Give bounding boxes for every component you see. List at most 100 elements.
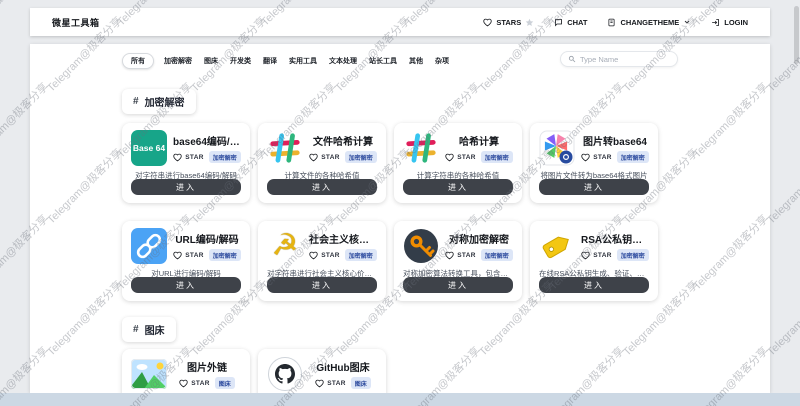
category-badge: 图床	[350, 377, 371, 389]
card-grid: 图片外链STAR图床上传图片并获取外链地址进入GitHub图床STAR图床上传图…	[122, 349, 678, 393]
card-description: 在线RSA公私钥生成、验证、加密和解密	[539, 269, 649, 278]
header-action-change-theme[interactable]: CHANGETHEME	[607, 18, 691, 27]
heart-icon	[581, 153, 590, 161]
star-button[interactable]: STAR	[309, 251, 339, 260]
nav-tab-7[interactable]: 站长工具	[369, 58, 397, 65]
nav-tab-8[interactable]: 其他	[409, 58, 423, 65]
tool-card: Base 64 base64编码/解码 STAR 加密解密对字符串进行base64编码…	[122, 123, 250, 203]
tool-card: 哈希计算 STAR 加密解密 计算字符串的各种哈希值 进入	[394, 123, 522, 203]
chevron-down-icon	[684, 20, 690, 24]
header-action-chat[interactable]: CHAT	[554, 18, 587, 27]
card-title: URL编码/解码	[175, 235, 239, 246]
tool-card: 图片外链STAR图床上传图片并获取外链地址进入	[122, 349, 250, 393]
enter-button[interactable]: 进入	[403, 179, 513, 195]
star-button[interactable]: STAR	[315, 379, 345, 388]
hash-symbol: #	[133, 324, 139, 335]
chat-icon	[555, 18, 563, 26]
login-icon	[712, 18, 720, 26]
image-to-base64-icon	[539, 130, 575, 166]
search-box[interactable]	[560, 51, 678, 67]
star-label: STAR	[593, 251, 612, 259]
heart-icon	[581, 251, 590, 259]
category-badge: 加密解密	[344, 151, 377, 163]
nav-tab-3[interactable]: 开发类	[230, 58, 251, 65]
nav-tab-0[interactable]: 所有	[122, 53, 154, 69]
star-label: STAR	[593, 153, 612, 161]
landscape-photo-icon	[131, 359, 167, 389]
nav-tab-2[interactable]: 图床	[204, 58, 218, 65]
header-action-label: LOGIN	[724, 17, 748, 27]
enter-button[interactable]: 进入	[267, 179, 377, 195]
enter-button[interactable]: 进入	[403, 277, 513, 293]
heart-icon	[445, 153, 454, 161]
enter-button[interactable]: 进入	[131, 179, 241, 195]
hammer-sickle-emblem-icon: ☭	[271, 229, 299, 262]
link-icon	[131, 228, 167, 264]
search-input[interactable]	[580, 54, 670, 64]
star-label: STAR	[321, 251, 340, 259]
tool-card: ☭ 社会主义核心价值观编码 STAR 加密解密对字符串进行社会主义核心价值观编码/解码…	[258, 221, 386, 301]
page-title: 微星工具箱	[52, 17, 100, 28]
enter-button[interactable]: 进入	[267, 277, 377, 293]
section-title: 加密解密	[144, 98, 185, 109]
card-title: 图片转base64	[583, 137, 647, 148]
enter-button[interactable]: 进入	[539, 277, 649, 293]
category-badge: 加密解密	[616, 151, 649, 163]
header-action-login[interactable]: LOGIN	[711, 18, 748, 27]
nav-tab-9[interactable]: 杂项	[435, 58, 449, 65]
header-bar: 微星工具箱 STARS CHAT CHANGETHEME LOGIN	[30, 8, 770, 36]
scrollbar-thumb[interactable]	[794, 6, 799, 64]
category-badge: 加密解密	[344, 249, 377, 261]
section-1: #图床图片外链STAR图床上传图片并获取外链地址进入GitHub图床STAR图床…	[122, 301, 678, 393]
tool-card: GitHub图床STAR图床上传图片到GitHub并获取外链地址进入	[258, 349, 386, 393]
enter-button[interactable]: 进入	[131, 277, 241, 293]
category-badge: 加密解密	[480, 151, 513, 163]
nav-tab-5[interactable]: 实用工具	[289, 58, 317, 65]
star-label: STAR	[185, 251, 204, 259]
key-icon	[404, 229, 438, 263]
category-badge: 加密解密	[616, 249, 649, 261]
star-button[interactable]: STAR	[581, 153, 611, 162]
star-button[interactable]: STAR	[173, 251, 203, 260]
star-button[interactable]: STAR	[445, 251, 475, 260]
github-icon	[268, 357, 302, 391]
card-description: 对字符串进行base64编码/解码	[135, 171, 237, 180]
card-title: 对称加密解密	[449, 235, 509, 246]
heart-icon	[315, 379, 324, 387]
header-actions: STARS CHAT CHANGETHEME LOGIN	[483, 18, 748, 27]
nav-tab-1[interactable]: 加密解密	[164, 58, 192, 65]
category-badge: 加密解密	[480, 249, 513, 261]
star-button[interactable]: STAR	[179, 379, 209, 388]
card-title: GitHub图床	[316, 363, 370, 374]
enter-button[interactable]: 进入	[539, 179, 649, 195]
nav-tab-4[interactable]: 翻译	[263, 58, 277, 65]
star-label: STAR	[321, 153, 340, 161]
card-title: RSA公私钥生成、验证...	[581, 235, 649, 246]
category-badge: 图床	[214, 377, 235, 389]
hash-icon	[270, 133, 300, 163]
header-action-stars[interactable]: STARS	[483, 18, 534, 27]
rsa-tag-icon	[542, 236, 569, 259]
star-label: STAR	[457, 251, 476, 259]
heart-icon	[309, 153, 318, 161]
card-description: 将图片文件转为base64格式图片	[540, 171, 648, 180]
section-title: 图床	[144, 326, 165, 337]
star-button[interactable]: STAR	[173, 153, 203, 162]
card-description: 计算文件的各种哈希值	[284, 171, 360, 180]
star-button[interactable]: STAR	[445, 153, 475, 162]
card-grid: Base 64base64编码/解码STAR加密解密对字符串进行base64编码…	[122, 123, 678, 301]
card-title: 哈希计算	[459, 137, 499, 148]
card-title: 社会主义核心价值观编码	[309, 235, 377, 246]
header-action-label: CHAT	[567, 17, 588, 27]
star-icon	[525, 18, 534, 26]
heart-icon	[483, 18, 492, 26]
category-badge: 加密解密	[208, 151, 241, 163]
star-button[interactable]: STAR	[581, 251, 611, 260]
section-header: # 图床	[122, 317, 176, 342]
nav-tab-6[interactable]: 文本处理	[329, 58, 357, 65]
star-button[interactable]: STAR	[309, 153, 339, 162]
